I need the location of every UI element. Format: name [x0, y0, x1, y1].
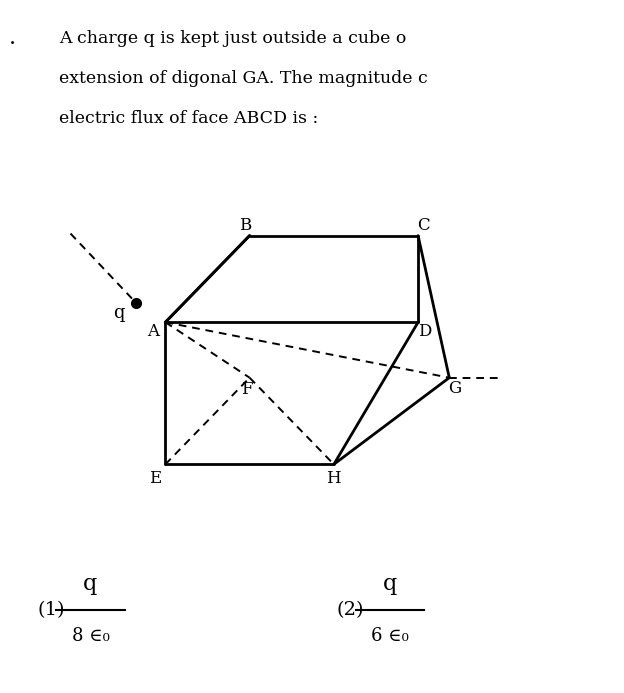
- Text: F: F: [241, 381, 252, 398]
- Text: (2): (2): [337, 601, 364, 619]
- Text: (1): (1): [37, 601, 65, 619]
- Text: q: q: [84, 572, 97, 595]
- Text: electric flux of face ABCD is :: electric flux of face ABCD is :: [59, 110, 318, 127]
- Text: .: .: [9, 27, 16, 49]
- Text: D: D: [417, 324, 431, 340]
- Text: A: A: [147, 324, 159, 340]
- Text: H: H: [326, 470, 341, 486]
- Text: G: G: [447, 380, 461, 396]
- Text: A charge q is kept just outside a cube o: A charge q is kept just outside a cube o: [59, 30, 407, 46]
- Text: 6 ∈₀: 6 ∈₀: [371, 627, 409, 645]
- Text: extension of digonal GA. The magnitude c: extension of digonal GA. The magnitude c: [59, 70, 428, 87]
- Text: q: q: [383, 572, 397, 595]
- Text: B: B: [239, 217, 251, 234]
- Text: q: q: [114, 304, 125, 322]
- Text: 8 ∈₀: 8 ∈₀: [72, 627, 109, 645]
- Text: C: C: [417, 217, 429, 234]
- Text: E: E: [149, 470, 161, 486]
